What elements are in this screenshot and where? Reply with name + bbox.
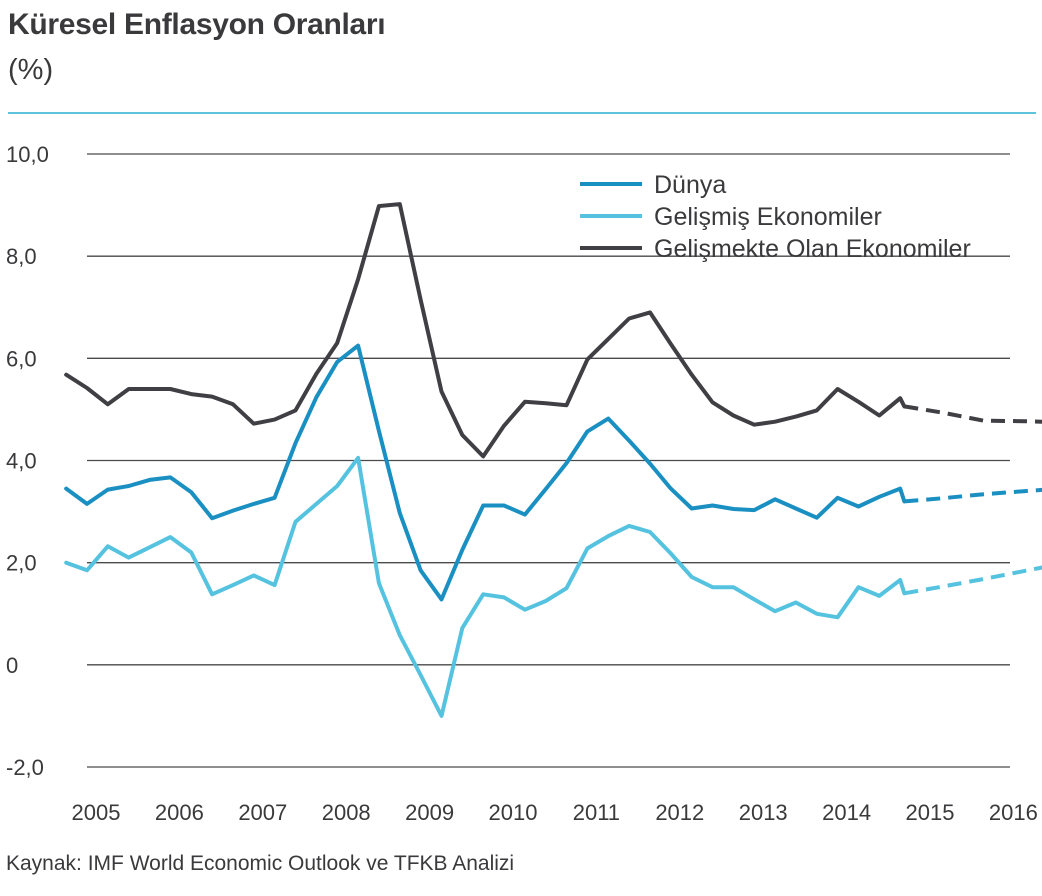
x-tick-label: 2006: [155, 800, 204, 825]
y-tick-label: -2,0: [6, 755, 44, 780]
legend-label: Dünya: [654, 171, 726, 199]
x-tick-label: 2012: [655, 800, 704, 825]
y-tick-label: 10,0: [6, 142, 49, 167]
title-divider: [8, 112, 1036, 114]
x-tick-label: 2010: [489, 800, 538, 825]
source-note: Kaynak: IMF World Economic Outlook ve TF…: [6, 852, 515, 875]
x-tick-label: 2013: [739, 800, 788, 825]
x-tick-label: 2008: [322, 800, 371, 825]
series-line-forecast: [903, 565, 1042, 596]
legend-label: Gelişmiş Ekonomiler: [654, 203, 882, 231]
y-tick-label: 8,0: [6, 244, 37, 269]
legend-label: Gelişmekte Olan Ekonomiler: [654, 235, 971, 263]
y-tick-label: 4,0: [6, 449, 37, 474]
series-line-actual: [64, 455, 907, 718]
x-tick-label: 2014: [822, 800, 871, 825]
chart-subtitle: (%): [8, 54, 54, 86]
series-line-forecast: [904, 487, 1042, 504]
y-tick-label: 0: [6, 653, 18, 678]
y-tick-label: 2,0: [6, 551, 37, 576]
chart-title: Küresel Enflasyon Oranları: [8, 8, 386, 41]
x-tick-label: 2011: [573, 800, 620, 825]
x-tick-label: 2007: [238, 800, 287, 825]
y-tick-label: 6,0: [6, 346, 37, 371]
x-tick-label: 2009: [405, 800, 454, 825]
series-line-forecast: [903, 404, 1042, 424]
series-line-actual: [64, 343, 907, 602]
x-tick-label: 2015: [906, 800, 955, 825]
series-line-actual: [64, 202, 907, 459]
x-tick-label: 2005: [72, 800, 121, 825]
x-tick-label: 2016: [989, 800, 1038, 825]
